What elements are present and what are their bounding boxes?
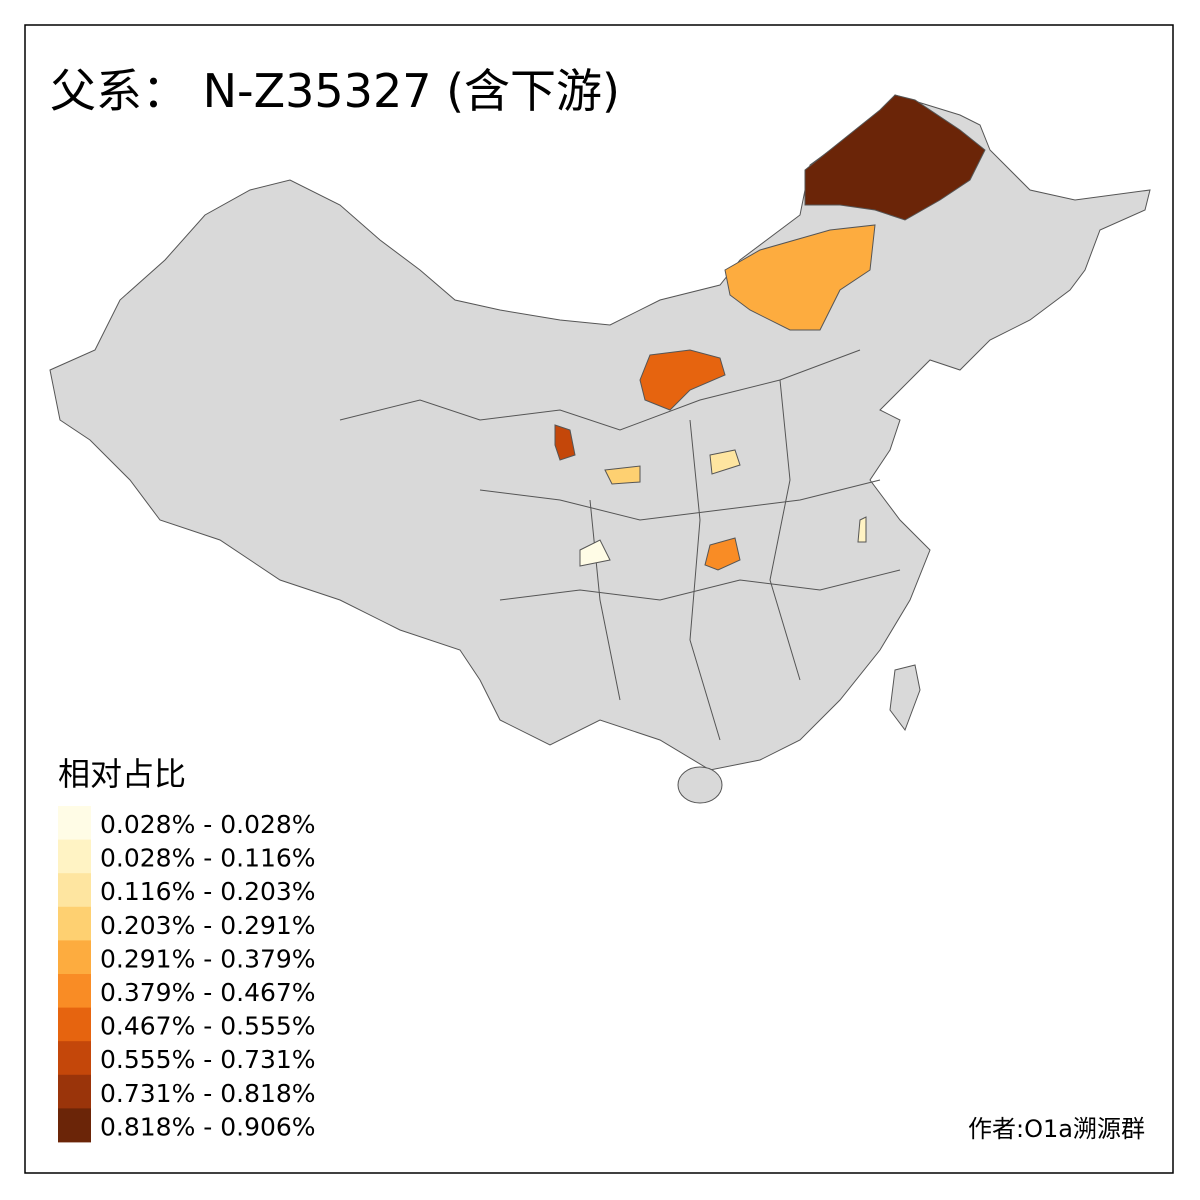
legend-swatch <box>58 806 91 840</box>
legend-label: 0.818% - 0.906% <box>100 1112 316 1141</box>
legend-swatch <box>58 839 91 874</box>
province-border <box>589 499 621 701</box>
legend-swatch <box>58 1041 91 1076</box>
region <box>604 465 641 485</box>
province-border <box>479 479 881 521</box>
country-outline <box>49 94 1151 771</box>
island <box>677 766 723 804</box>
legend-label: 0.379% - 0.467% <box>100 978 316 1007</box>
region <box>554 424 576 461</box>
legend-swatch <box>58 1108 91 1143</box>
island <box>889 664 921 732</box>
legend-swatch <box>58 1007 91 1042</box>
highlighted-regions <box>554 94 986 571</box>
province-border <box>769 379 801 681</box>
legend-swatch <box>58 974 91 1008</box>
legend-label: 0.291% - 0.379% <box>100 944 316 973</box>
region <box>709 449 741 475</box>
legend-label: 0.028% - 0.116% <box>100 844 316 873</box>
region <box>704 537 741 571</box>
credit: 作者:O1a溯源群 <box>968 1115 1145 1143</box>
region <box>639 349 726 411</box>
legend-label: 0.028% - 0.028% <box>100 810 316 839</box>
legend-title: 相对占比 <box>58 755 186 793</box>
legend-label: 0.203% - 0.291% <box>100 911 316 940</box>
legend-label: 0.467% - 0.555% <box>100 1012 316 1041</box>
legend-label: 0.555% - 0.731% <box>100 1045 316 1074</box>
region <box>804 94 986 221</box>
title: 父系： N-Z35327 (含下游) <box>50 64 620 118</box>
province-border <box>689 419 721 741</box>
legend: 0.028% - 0.028% 0.028% - 0.116% 0.116% - 0… <box>58 806 316 1143</box>
province-border <box>339 349 861 431</box>
legend-swatch <box>58 1074 91 1109</box>
base-map <box>49 94 1151 804</box>
region <box>857 516 867 543</box>
province-border <box>499 569 901 601</box>
region <box>724 224 876 331</box>
legend-label: 0.116% - 0.203% <box>100 877 316 906</box>
legend-swatch <box>58 940 91 975</box>
region <box>579 539 611 567</box>
legend-label: 0.731% - 0.818% <box>100 1079 316 1108</box>
legend-swatch <box>58 906 91 941</box>
legend-swatch <box>58 873 91 908</box>
